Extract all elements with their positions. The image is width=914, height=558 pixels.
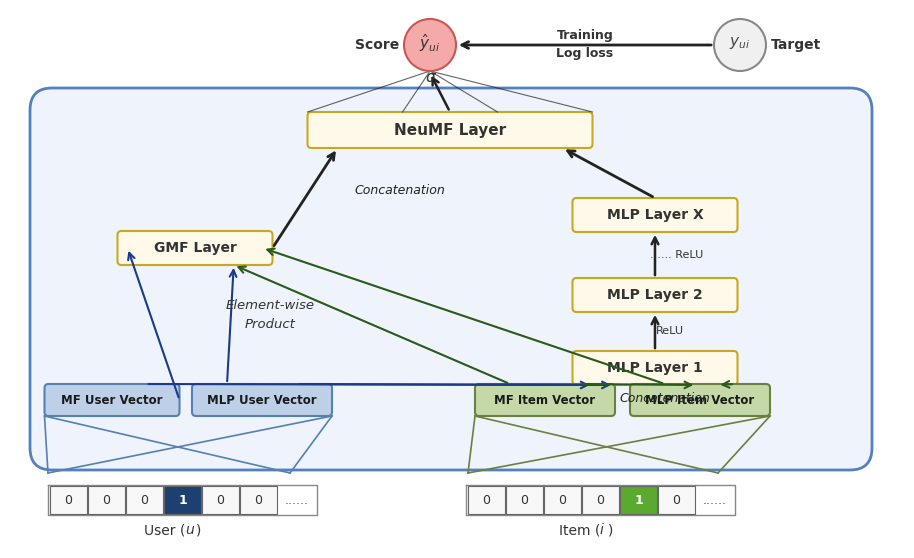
Text: 1: 1 (178, 493, 186, 507)
FancyBboxPatch shape (307, 112, 592, 148)
Bar (582, 486, 619, 514)
Bar (506, 486, 543, 514)
Text: ......: ...... (284, 493, 309, 507)
Text: 0: 0 (217, 493, 225, 507)
Text: 0: 0 (254, 493, 262, 507)
Bar (240, 486, 277, 514)
Bar (468, 486, 505, 514)
Text: User (: User ( (143, 523, 185, 537)
Text: MF User Vector: MF User Vector (61, 393, 163, 406)
Text: MF Item Vector: MF Item Vector (494, 393, 596, 406)
Text: 0: 0 (597, 493, 604, 507)
Text: ReLU: ReLU (656, 326, 684, 336)
Text: Training: Training (557, 28, 613, 41)
Bar (164, 486, 201, 514)
Text: GMF Layer: GMF Layer (154, 241, 237, 255)
FancyBboxPatch shape (630, 384, 770, 416)
Text: ......: ...... (703, 493, 727, 507)
FancyBboxPatch shape (475, 384, 615, 416)
FancyBboxPatch shape (572, 198, 738, 232)
Text: $y_{ui}$: $y_{ui}$ (729, 35, 750, 51)
Text: 0: 0 (483, 493, 491, 507)
Text: 0: 0 (65, 493, 72, 507)
Text: Target: Target (771, 38, 822, 52)
Text: 1: 1 (634, 493, 643, 507)
FancyBboxPatch shape (45, 384, 179, 416)
Bar (126, 486, 163, 514)
Text: u: u (185, 523, 194, 537)
Text: 0: 0 (673, 493, 681, 507)
Text: 0: 0 (102, 493, 111, 507)
Text: Concatenation: Concatenation (620, 392, 710, 406)
Circle shape (714, 19, 766, 71)
Text: Score: Score (355, 38, 399, 52)
Text: Element-wise
Product: Element-wise Product (226, 299, 314, 331)
FancyBboxPatch shape (30, 88, 872, 470)
Bar (50, 486, 87, 514)
Text: MLP Layer X: MLP Layer X (607, 208, 704, 222)
Text: ): ) (608, 523, 613, 537)
Text: ...... ReLU: ...... ReLU (651, 250, 704, 260)
Text: MLP Item Vector: MLP Item Vector (645, 393, 755, 406)
Text: Log loss: Log loss (557, 46, 613, 60)
Text: 0: 0 (520, 493, 528, 507)
Circle shape (404, 19, 456, 71)
Text: Concatenation: Concatenation (355, 184, 445, 196)
FancyBboxPatch shape (118, 231, 272, 265)
Bar (620, 486, 657, 514)
Text: MLP Layer 2: MLP Layer 2 (607, 288, 703, 302)
FancyBboxPatch shape (572, 351, 738, 385)
Text: Item (: Item ( (558, 523, 600, 537)
Text: ): ) (196, 523, 201, 537)
Bar (88, 486, 125, 514)
Text: MLP Layer 1: MLP Layer 1 (607, 361, 703, 375)
Text: MLP User Vector: MLP User Vector (207, 393, 317, 406)
Text: NeuMF Layer: NeuMF Layer (394, 123, 506, 137)
FancyBboxPatch shape (192, 384, 332, 416)
Text: $\hat{y}_{ui}$: $\hat{y}_{ui}$ (420, 32, 441, 54)
Bar (658, 486, 695, 514)
FancyBboxPatch shape (572, 278, 738, 312)
Text: i: i (600, 523, 604, 537)
Bar (202, 486, 239, 514)
Text: σ: σ (425, 70, 435, 85)
Text: 0: 0 (558, 493, 567, 507)
Bar (544, 486, 581, 514)
Text: 0: 0 (141, 493, 148, 507)
